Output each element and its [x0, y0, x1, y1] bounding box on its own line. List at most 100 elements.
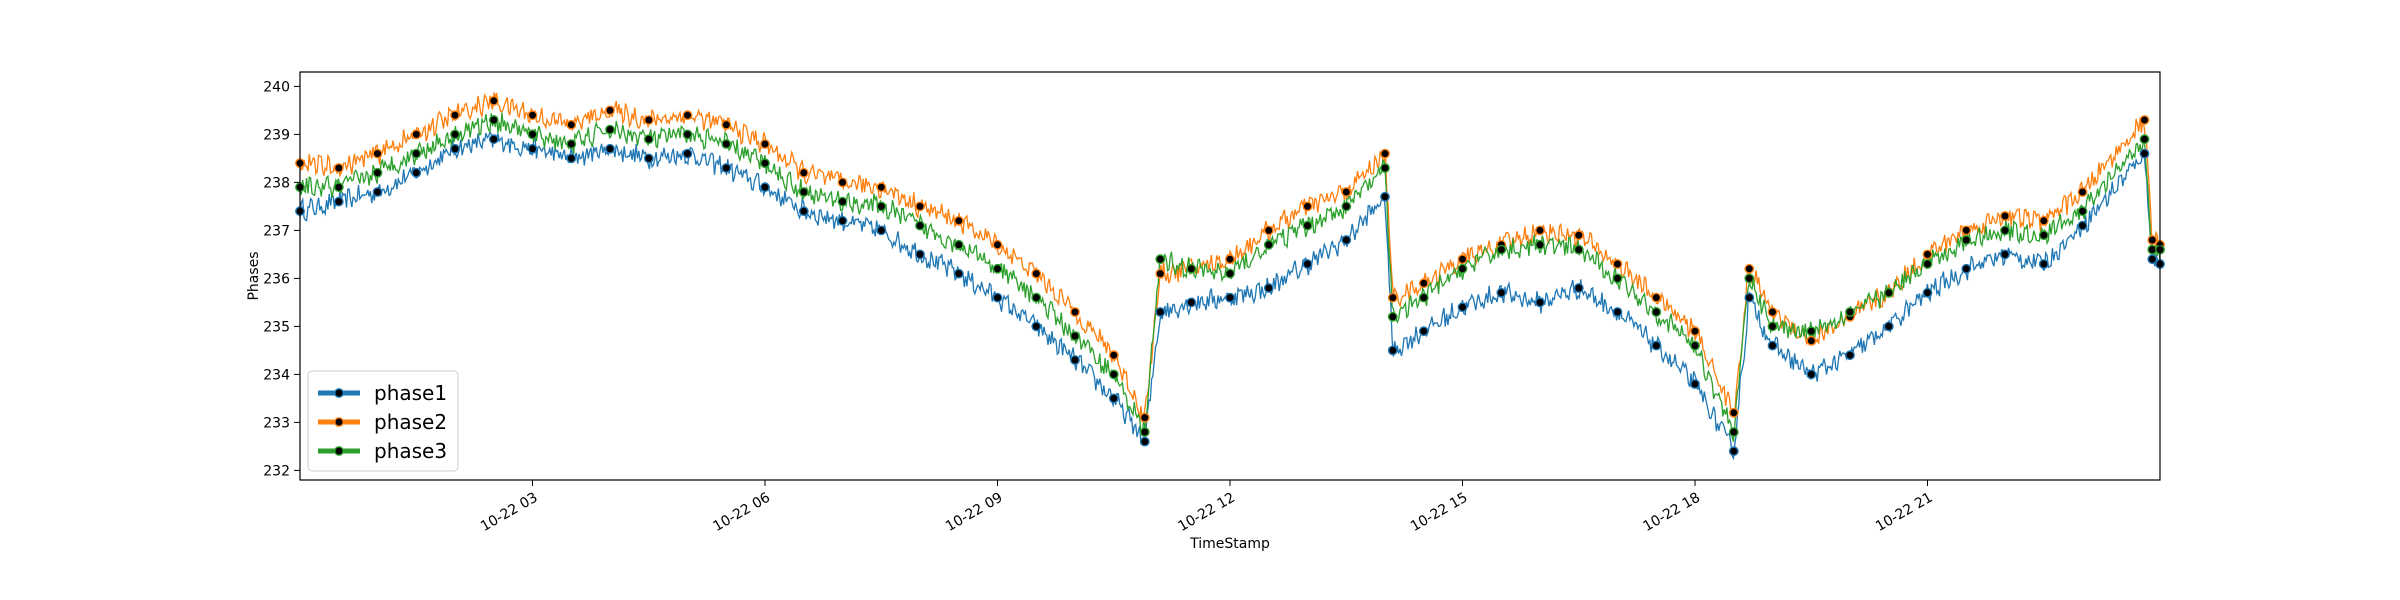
data-point-phase3	[721, 139, 732, 149]
legend-label-phase3: phase3	[374, 439, 447, 463]
data-point-phase3	[488, 115, 499, 125]
data-point-phase1	[1728, 446, 1739, 457]
data-point-phase1	[450, 143, 460, 154]
y-tick-label: 235	[263, 319, 290, 335]
data-point-phase3	[798, 187, 809, 197]
data-point-phase1	[2000, 249, 2010, 260]
data-point-phase1	[1922, 287, 1933, 298]
data-point-phase2	[605, 105, 615, 116]
data-point-phase1	[1744, 292, 1755, 303]
data-point-phase1	[527, 143, 538, 154]
data-point-phase2	[488, 95, 499, 106]
data-point-phase1	[2147, 254, 2158, 265]
x-axis-label: TimeStamp	[1189, 536, 1270, 552]
x-tick-label: 10-22 09	[943, 490, 1006, 535]
data-point-phase3	[566, 139, 577, 149]
data-point-phase1	[1139, 436, 1150, 447]
data-point-phase3	[605, 124, 615, 135]
data-point-phase2	[2077, 187, 2088, 197]
y-tick-label: 236	[263, 271, 290, 287]
data-point-phase1	[1651, 340, 1662, 351]
data-point-phase3	[1612, 273, 1623, 284]
data-point-phase3	[411, 148, 422, 159]
x-tick-label: 10-22 06	[710, 490, 773, 535]
data-point-phase1	[566, 153, 577, 164]
data-point-phase1	[1573, 283, 1584, 293]
data-point-phase2	[1806, 335, 1817, 346]
data-point-phase3	[527, 129, 538, 140]
data-point-phase1	[643, 153, 654, 164]
data-point-phase3	[1341, 201, 1352, 212]
data-point-phase2	[1728, 407, 1739, 418]
data-point-phase2	[1070, 307, 1080, 317]
data-point-phase2	[1031, 268, 1042, 279]
data-point-phase3	[2000, 225, 2010, 236]
data-point-phase3	[1186, 263, 1197, 274]
data-point-phase3	[1806, 326, 1817, 337]
data-point-phase1	[1070, 355, 1080, 365]
data-point-phase1	[2139, 148, 2150, 159]
data-point-phase1	[1108, 393, 1119, 404]
data-point-phase1	[992, 292, 1003, 303]
data-point-phase3	[1845, 307, 1855, 317]
y-tick-label: 237	[263, 223, 290, 239]
y-tick-label: 232	[263, 463, 290, 479]
legend-marker-phase3	[334, 446, 344, 456]
y-axis: 232 233 234 235 236 237 238 239 240	[263, 79, 300, 479]
data-point-phase1	[876, 225, 887, 236]
data-point-phase2	[1225, 254, 1235, 265]
data-point-phase3	[837, 196, 848, 207]
data-point-phase2	[721, 119, 732, 130]
data-point-phase2	[1341, 187, 1352, 197]
data-point-phase2	[1418, 278, 1429, 289]
x-tick-label: 10-22 03	[478, 490, 541, 535]
x-tick-label: 10-22 12	[1175, 490, 1238, 535]
data-point-phase2	[1263, 225, 1274, 236]
data-point-phase2	[527, 110, 538, 121]
x-tick-label: 10-22 21	[1873, 490, 1936, 535]
data-point-phase3	[372, 167, 383, 178]
data-point-phase2	[333, 163, 344, 173]
y-tick-label: 238	[263, 175, 290, 191]
y-tick-label: 240	[263, 79, 290, 95]
data-point-phase3	[992, 263, 1003, 274]
data-point-phase2	[2038, 215, 2049, 226]
legend-label-phase2: phase2	[374, 410, 447, 434]
data-point-phase3	[1380, 163, 1390, 173]
data-point-phase2	[760, 139, 770, 149]
data-point-phase3	[682, 129, 693, 140]
data-point-phase2	[566, 119, 577, 130]
data-point-phase2	[1535, 225, 1545, 236]
data-point-phase1	[1612, 307, 1623, 317]
legend-marker-phase1	[334, 388, 344, 398]
data-point-phase3	[1690, 340, 1700, 351]
data-point-phase1	[2077, 220, 2088, 231]
data-point-phase3	[1387, 311, 1398, 322]
data-point-phase2	[643, 115, 654, 125]
data-point-phase1	[837, 215, 848, 226]
data-point-phase3	[1155, 254, 1166, 265]
data-point-phase1	[1186, 297, 1197, 308]
data-point-phase2	[1961, 225, 1972, 236]
data-point-phase1	[1535, 297, 1545, 308]
data-point-phase1	[953, 268, 964, 279]
data-point-phase3	[1496, 244, 1507, 255]
data-point-phase2	[2139, 115, 2150, 125]
data-point-phase1	[488, 134, 499, 145]
data-point-phase2	[2000, 211, 2010, 221]
data-point-phase1	[1883, 321, 1894, 332]
data-point-phase2	[1380, 148, 1390, 159]
x-axis: 10-22 03 10-22 06 10-22 09 10-22 12 10-22 15…	[478, 480, 1936, 535]
legend-label-phase1: phase1	[374, 381, 447, 405]
data-point-phase1	[1457, 302, 1468, 313]
data-point-phase3	[643, 134, 654, 145]
data-point-phase3	[760, 158, 770, 169]
data-point-phase3	[1457, 263, 1468, 274]
data-point-phase1	[1380, 191, 1390, 202]
data-point-phase3	[1108, 369, 1119, 380]
data-point-phase3	[1302, 220, 1313, 231]
data-point-phase1	[915, 249, 925, 260]
data-point-phase3	[1139, 427, 1150, 437]
data-point-phase1	[1302, 259, 1313, 269]
